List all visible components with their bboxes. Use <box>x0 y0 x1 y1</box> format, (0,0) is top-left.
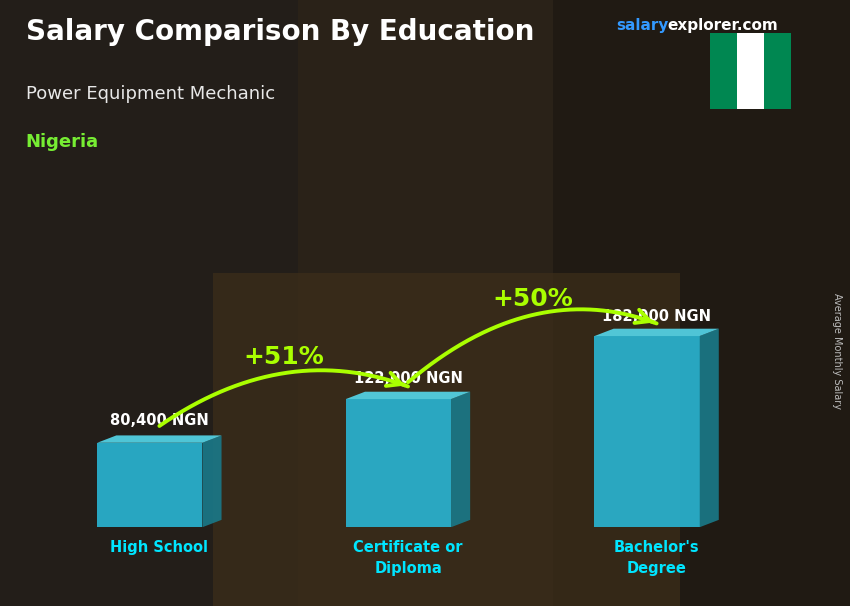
Polygon shape <box>451 391 470 527</box>
Bar <box>763 33 791 109</box>
Bar <box>737 33 763 109</box>
Text: 80,400 NGN: 80,400 NGN <box>110 413 209 428</box>
Text: explorer.com: explorer.com <box>667 18 778 33</box>
Bar <box>0 0 298 606</box>
Text: Certificate or
Diploma: Certificate or Diploma <box>354 540 462 576</box>
Text: High School: High School <box>110 540 208 555</box>
Text: Average Monthly Salary: Average Monthly Salary <box>832 293 842 410</box>
Text: Bachelor's
Degree: Bachelor's Degree <box>614 540 700 576</box>
Polygon shape <box>97 436 222 443</box>
Text: Power Equipment Mechanic: Power Equipment Mechanic <box>26 85 275 103</box>
Text: +50%: +50% <box>492 287 573 311</box>
Bar <box>212 273 680 606</box>
Polygon shape <box>346 399 451 527</box>
Polygon shape <box>346 391 470 399</box>
Polygon shape <box>594 328 719 336</box>
Polygon shape <box>202 436 222 527</box>
Polygon shape <box>700 328 719 527</box>
Text: salary: salary <box>616 18 669 33</box>
Bar <box>552 0 850 606</box>
Polygon shape <box>97 443 202 527</box>
Text: 122,000 NGN: 122,000 NGN <box>354 371 462 387</box>
Bar <box>710 33 737 109</box>
Text: +51%: +51% <box>244 345 325 369</box>
Text: 182,000 NGN: 182,000 NGN <box>602 310 711 324</box>
Polygon shape <box>594 336 700 527</box>
Text: Salary Comparison By Education: Salary Comparison By Education <box>26 18 534 46</box>
Text: Nigeria: Nigeria <box>26 133 99 152</box>
